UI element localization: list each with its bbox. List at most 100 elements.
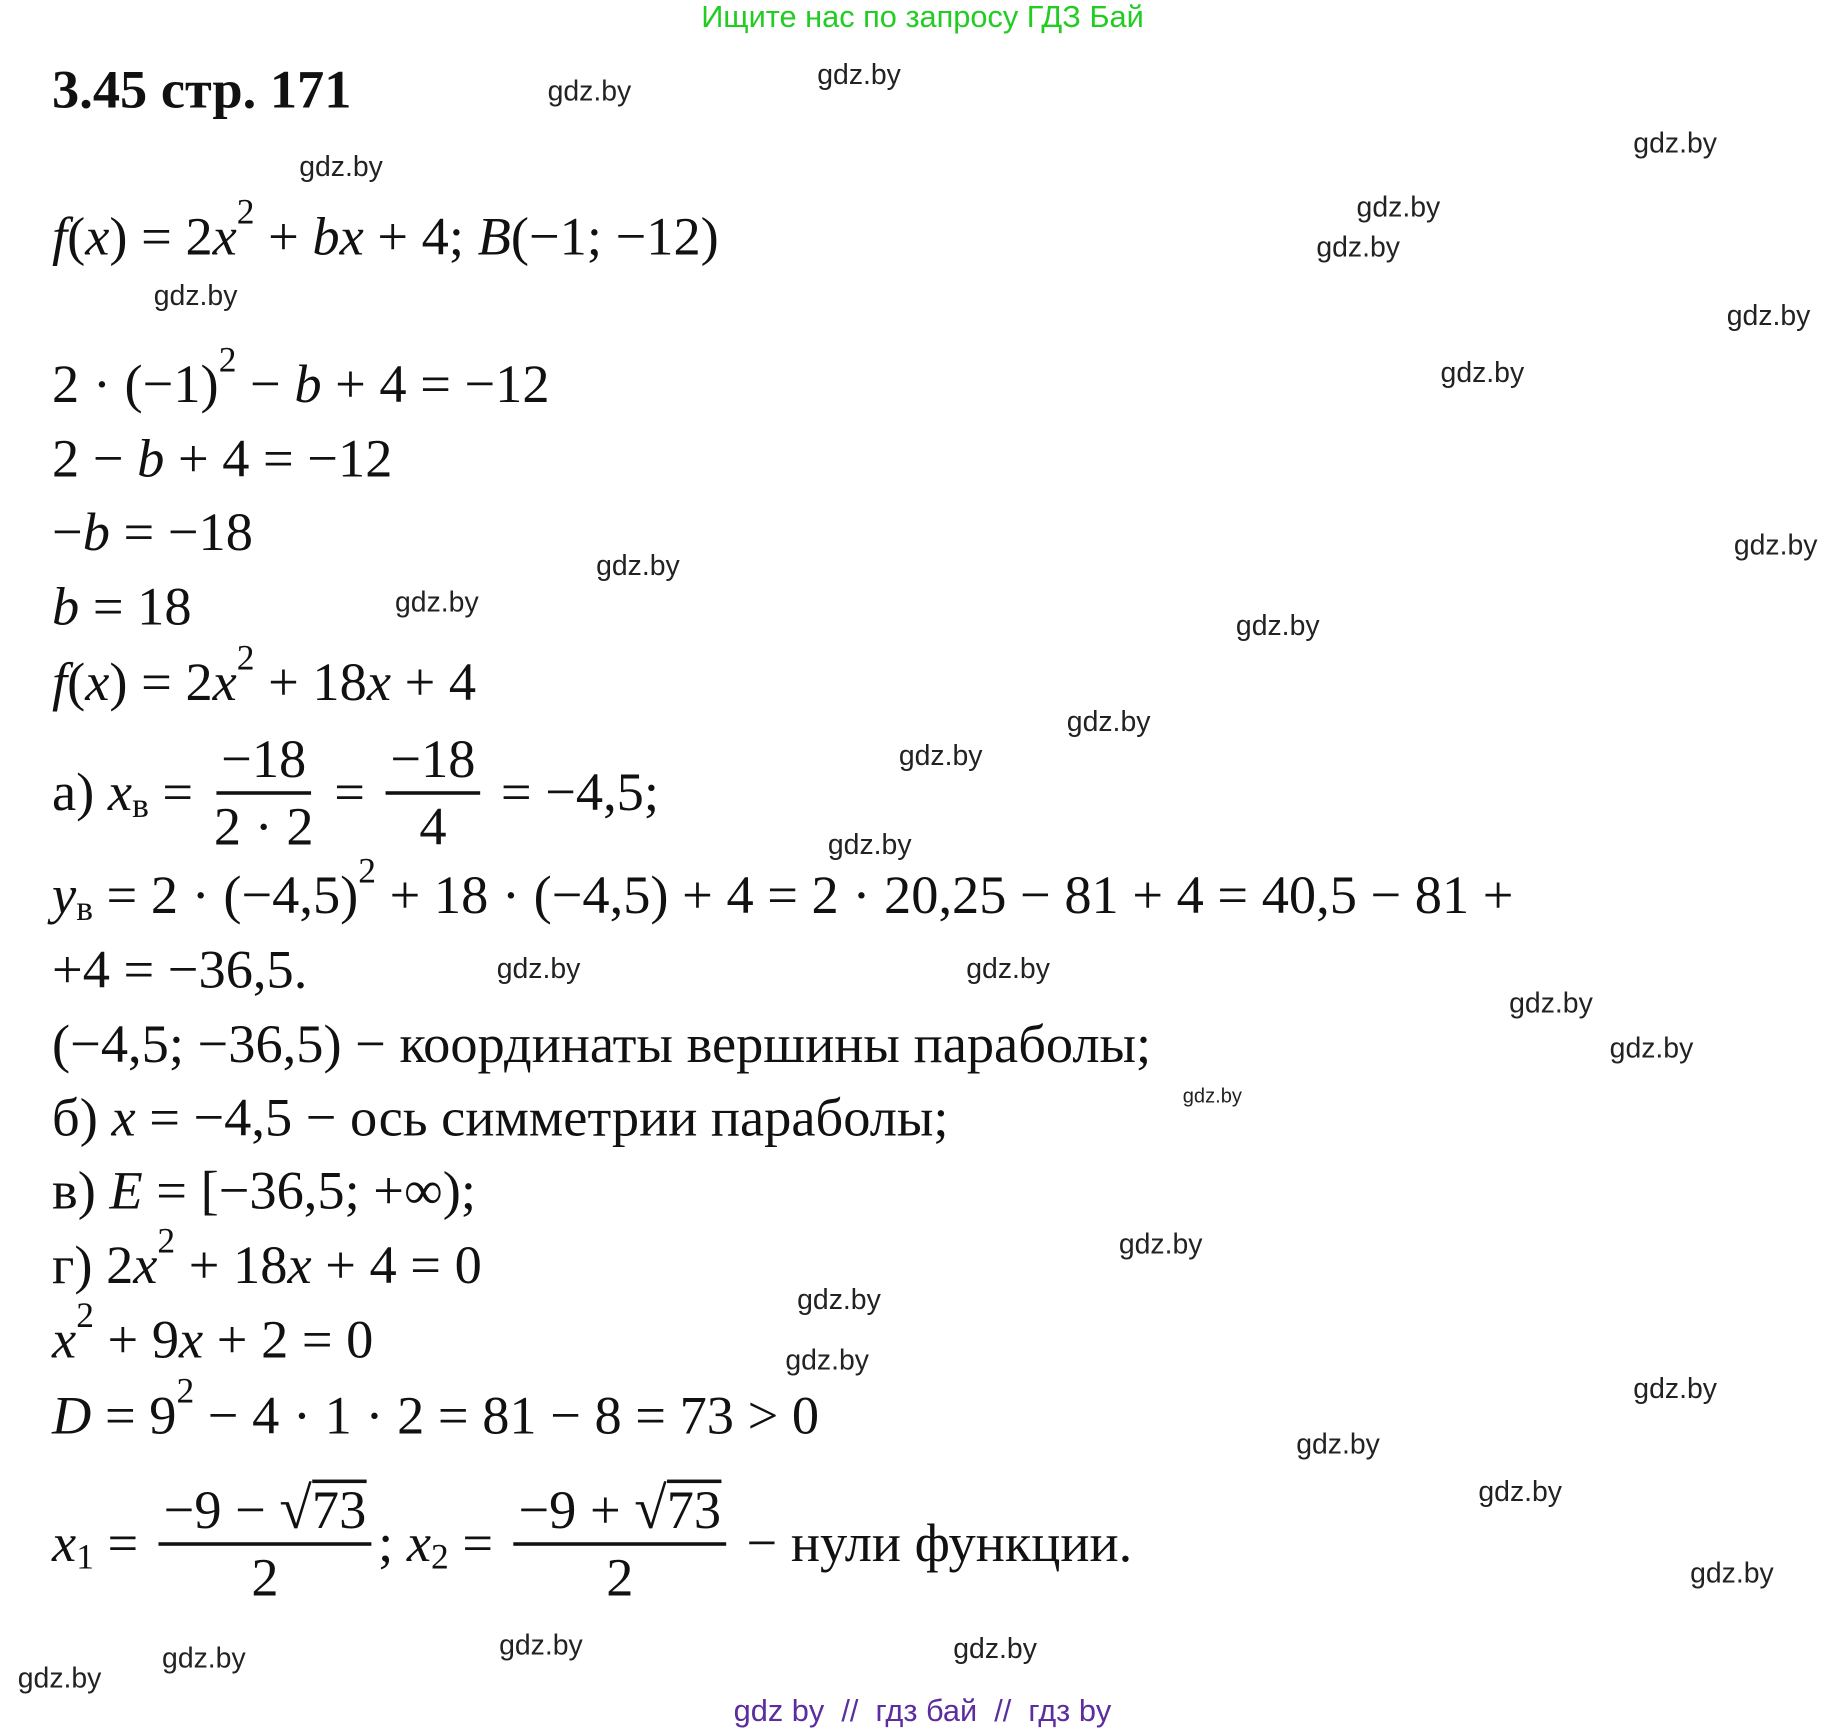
math-variable: y xyxy=(52,864,77,925)
watermark: gdz.by xyxy=(1478,1476,1563,1508)
solution-line: 2 · (−1) 2 − b + 4 = −12 xyxy=(52,341,550,417)
denominator: 4 xyxy=(419,794,446,858)
math-text: = −4,5; xyxy=(487,761,660,822)
square-root: √ 73 xyxy=(279,1478,367,1537)
math-text: + 18 xyxy=(254,651,367,712)
fraction: −18 4 xyxy=(385,727,481,858)
denominator: 2 xyxy=(606,1545,633,1609)
math-text: 2 − xyxy=(52,428,138,489)
watermark: gdz.by xyxy=(898,740,983,773)
watermark: gdz.by xyxy=(1733,529,1818,562)
math-variable: D xyxy=(52,1384,92,1446)
watermark: gdz.by xyxy=(1726,300,1811,333)
math-text: = xyxy=(448,1512,507,1573)
math-text: а) xyxy=(52,761,108,822)
math-variable: x xyxy=(133,1234,158,1296)
math-text: (−1; −12) xyxy=(510,205,719,267)
watermark: gdz.by xyxy=(1235,610,1320,643)
math-text: + 2 = 0 xyxy=(203,1309,374,1370)
watermark: gdz.by xyxy=(785,1344,869,1377)
watermark: gdz.by xyxy=(953,1633,1037,1666)
fraction: −9 − √ 73 2 xyxy=(158,1478,372,1609)
watermark: gdz.by xyxy=(827,829,912,862)
math-text: + 4; xyxy=(363,205,478,267)
math-text: −18 xyxy=(390,727,476,789)
superscript: 2 xyxy=(358,851,377,891)
math-variable: x xyxy=(85,205,110,267)
superscript: 2 xyxy=(218,340,237,380)
denominator: 2 · 2 xyxy=(214,794,314,858)
math-text: = [−36,5; +∞); xyxy=(142,1160,477,1221)
numerator: −18 xyxy=(385,727,481,795)
math-variable: x xyxy=(85,651,110,712)
watermark: gdz.by xyxy=(499,1629,583,1662)
math-text: −9 − xyxy=(163,1478,280,1540)
subscript: 1 xyxy=(76,1537,94,1577)
watermark: gdz.by xyxy=(1182,1084,1242,1108)
math-text: = xyxy=(93,1512,152,1573)
watermark: gdz.by xyxy=(299,151,383,184)
math-text: ) = 2 xyxy=(109,205,213,267)
math-text: = 9 xyxy=(91,1384,177,1446)
math-variable: B xyxy=(477,205,511,267)
math-text: 2 · (−1) xyxy=(52,353,219,414)
watermark: gdz.by xyxy=(1609,1032,1694,1065)
math-text: + 18 xyxy=(175,1234,288,1296)
superscript: 2 xyxy=(157,1221,176,1261)
superscript: 2 xyxy=(236,638,255,678)
watermark: gdz.by xyxy=(153,280,238,313)
watermark: gdz.by xyxy=(817,59,901,92)
math-text: 2 xyxy=(606,1546,634,1607)
watermark: gdz.by xyxy=(1633,127,1717,160)
math-text: ( xyxy=(67,651,86,712)
denominator: 2 xyxy=(251,1545,278,1609)
watermark: gdz.by xyxy=(596,549,680,582)
subscript: 2 xyxy=(431,1537,449,1577)
solution-line: − b = −18 xyxy=(52,499,253,565)
watermark: gdz.by xyxy=(1066,706,1151,739)
math-variable: x xyxy=(107,761,133,822)
watermark: gdz.by xyxy=(1118,1228,1203,1261)
watermark: gdz.by xyxy=(496,953,581,986)
math-text: 2 xyxy=(251,1546,279,1607)
subscript: в xyxy=(76,889,93,929)
watermark: gdz.by xyxy=(1356,191,1441,224)
watermark: gdz.by xyxy=(1440,357,1525,390)
math-text: − xyxy=(236,353,295,414)
math-variable: x xyxy=(287,1234,312,1296)
math-text: = 18 xyxy=(79,575,192,637)
math-text: + 9 xyxy=(93,1309,180,1370)
watermark: gdz.by xyxy=(1633,1373,1717,1406)
math-text: + xyxy=(254,205,313,267)
math-variable: x xyxy=(179,1309,204,1370)
math-variable: x xyxy=(52,1309,77,1370)
math-text: + 4 xyxy=(390,651,477,712)
watermark: gdz.by xyxy=(162,1642,246,1675)
square-root: √ 73 xyxy=(634,1478,722,1537)
footer-links: gdz by // гдз бай // гдз by xyxy=(733,1692,1112,1728)
math-text: = −18 xyxy=(109,501,253,562)
watermark: gdz.by xyxy=(797,1284,881,1317)
math-text: в) xyxy=(52,1160,110,1221)
math-text: − нули функции. xyxy=(732,1512,1133,1573)
solution-line: (−4,5; −36,5) − координаты вершины параб… xyxy=(52,1011,1151,1077)
exercise-title: 3.45 стр. 171 xyxy=(52,59,352,120)
watermark: gdz.by xyxy=(1509,987,1593,1020)
solution-line: +4 = −36,5. xyxy=(52,937,307,1003)
math-text: (−4,5; −36,5) − координаты вершины параб… xyxy=(52,1013,1152,1074)
superscript: 2 xyxy=(236,192,255,232)
fraction: −18 2 · 2 xyxy=(214,727,314,858)
math-text: 4 xyxy=(419,795,447,856)
math-text: + 4 = −12 xyxy=(321,353,550,414)
watermark: gdz.by xyxy=(395,586,479,619)
math-text: = xyxy=(320,761,379,822)
math-variable: f xyxy=(52,651,68,712)
math-text: ; xyxy=(378,1512,407,1573)
math-text: +4 = −36,5. xyxy=(52,939,308,1000)
